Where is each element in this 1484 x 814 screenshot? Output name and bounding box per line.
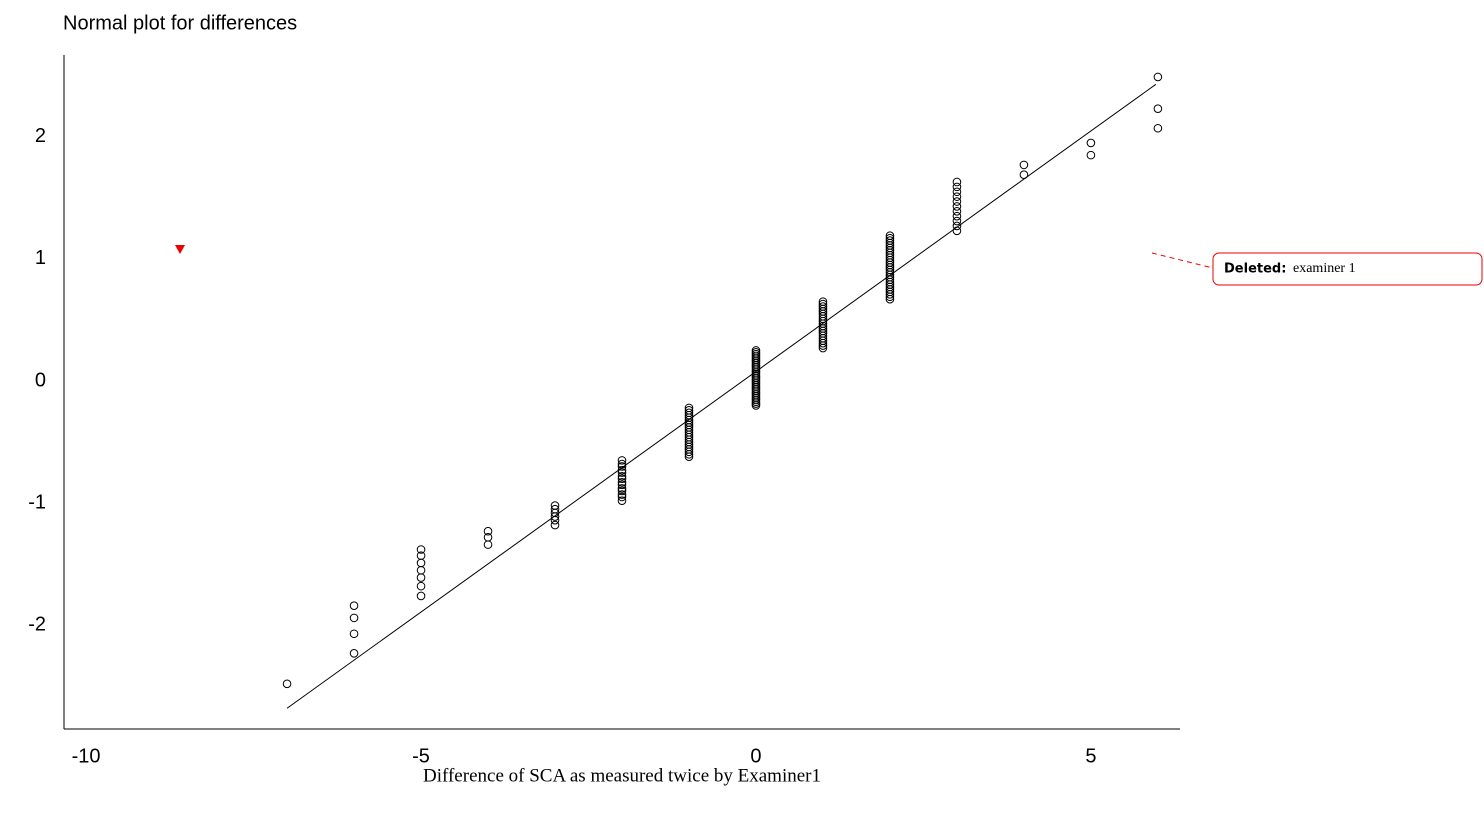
point (684, 452, 694, 462)
point (952, 211, 962, 221)
chart-title: Normal plot for differences (63, 12, 297, 34)
point (818, 299, 828, 309)
point (617, 465, 627, 475)
point (349, 613, 359, 623)
comment-label: Deleted: (1224, 262, 1286, 277)
point (952, 221, 962, 231)
point (617, 468, 627, 477)
point (349, 629, 359, 639)
point (617, 471, 627, 481)
point (483, 526, 493, 536)
point (282, 679, 292, 689)
point (617, 496, 627, 505)
point (416, 565, 426, 575)
fit-line (286, 83, 1157, 709)
point (952, 202, 962, 211)
point (1153, 123, 1163, 133)
point (885, 236, 895, 245)
point (617, 478, 627, 487)
point (952, 182, 962, 192)
x-tick-label: -5 (412, 745, 430, 767)
point (416, 558, 426, 568)
point (952, 197, 962, 206)
comment-connector (1151, 252, 1214, 269)
point (952, 177, 962, 187)
y-tick-label: 2 (35, 125, 46, 147)
x-tick-label: 5 (1085, 745, 1096, 767)
point (885, 233, 895, 243)
comment-box (1212, 252, 1483, 286)
point (550, 512, 560, 521)
point (349, 648, 359, 658)
point (617, 480, 627, 490)
point (617, 459, 627, 469)
point (416, 573, 426, 582)
point (818, 302, 828, 311)
comment-text: examiner 1 (1293, 261, 1356, 276)
point (416, 545, 426, 554)
point (550, 520, 560, 530)
x-tick-label: 0 (750, 745, 761, 767)
point (952, 192, 962, 201)
point (1086, 150, 1096, 160)
point (952, 216, 962, 226)
y-tick-label: -2 (28, 613, 46, 635)
point (617, 462, 627, 471)
point (952, 226, 962, 236)
x-tick-label: -10 (72, 745, 101, 767)
point (349, 601, 359, 610)
y-tick-label: 0 (35, 369, 46, 391)
point (617, 474, 627, 483)
point (550, 515, 560, 525)
point (952, 206, 962, 216)
point (617, 486, 627, 496)
point (617, 492, 627, 502)
point (1019, 170, 1029, 179)
point (1019, 160, 1029, 170)
point (684, 447, 694, 457)
point (617, 484, 627, 493)
point (1153, 72, 1163, 82)
point (818, 297, 828, 306)
y-tick-label: 1 (35, 247, 46, 269)
x-axis-label: Difference of SCA as measured twice by E… (423, 765, 821, 786)
point (1086, 138, 1096, 148)
point (617, 456, 627, 465)
point (483, 540, 493, 549)
point (1153, 104, 1163, 114)
point (885, 231, 895, 241)
point (952, 187, 962, 197)
point (751, 346, 761, 355)
point (416, 591, 426, 601)
point (416, 581, 426, 591)
y-tick-label: -1 (28, 491, 46, 513)
marker (175, 245, 185, 254)
point (684, 449, 694, 459)
point (617, 490, 627, 499)
